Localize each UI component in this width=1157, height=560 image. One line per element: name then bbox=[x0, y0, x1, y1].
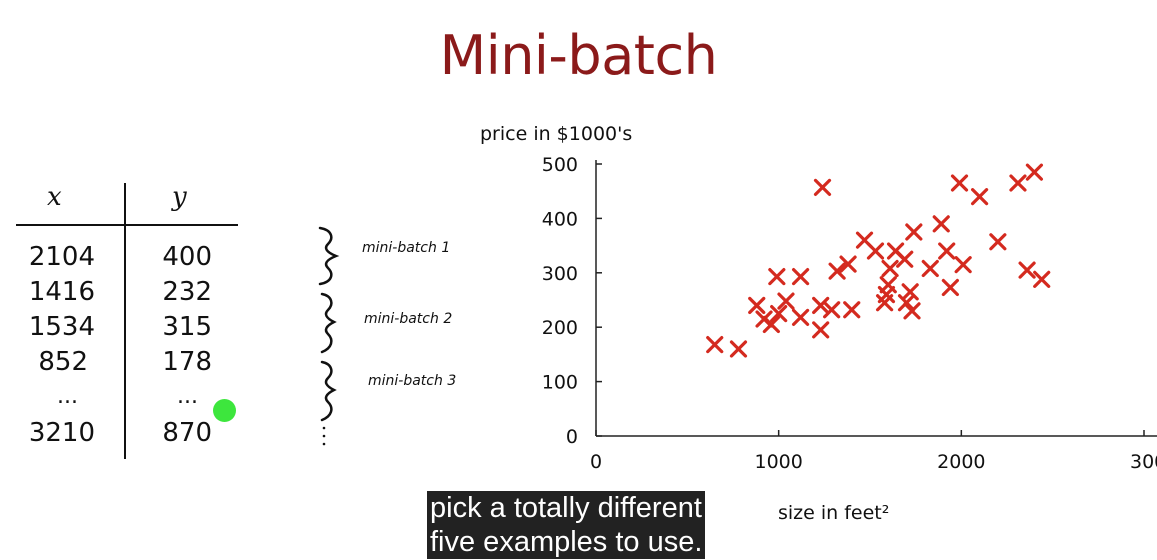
minibatch-braces bbox=[318, 226, 340, 446]
table-vertical-divider bbox=[124, 183, 126, 459]
data-point-x-marker bbox=[905, 223, 923, 241]
scatter-chart: price in $1000's size in feet² 0 100 200 30… bbox=[480, 123, 1157, 524]
table-cell-y: 870 bbox=[162, 418, 212, 448]
data-point-x-marker bbox=[954, 256, 972, 274]
data-point-x-marker bbox=[896, 250, 914, 268]
data-point-x-marker bbox=[932, 215, 950, 233]
table-cell-y: 178 bbox=[162, 347, 212, 377]
brace-3 bbox=[320, 360, 337, 422]
caption-line-1: pick a totally different bbox=[427, 491, 705, 525]
brace-2 bbox=[320, 292, 337, 354]
slide-title: Mini-batch bbox=[439, 24, 718, 87]
y-tick-label: 100 bbox=[542, 372, 578, 394]
x-tick-label: 0 bbox=[590, 451, 602, 473]
y-tick-label: 0 bbox=[566, 426, 578, 448]
data-point-x-marker bbox=[921, 259, 939, 278]
brace-1 bbox=[318, 226, 340, 286]
data-point-x-marker bbox=[903, 302, 921, 320]
data-point-x-marker bbox=[941, 278, 959, 297]
data-point-x-marker bbox=[989, 233, 1007, 251]
data-point-x-marker bbox=[879, 276, 897, 294]
data-point-x-marker bbox=[1033, 270, 1051, 288]
data-point-x-marker bbox=[791, 308, 810, 327]
x-tick-label: 2000 bbox=[937, 451, 985, 473]
data-point-x-marker bbox=[812, 296, 830, 315]
y-tick-labels: 0 100 200 300 400 500 bbox=[542, 154, 602, 448]
data-point-x-marker bbox=[770, 305, 788, 323]
data-point-x-marker bbox=[813, 178, 832, 196]
data-point-x-marker bbox=[706, 336, 724, 354]
y-tick-label: 300 bbox=[542, 263, 578, 285]
x-tick-label: 1000 bbox=[754, 451, 802, 473]
table-horizontal-divider bbox=[16, 224, 238, 226]
table-cell-ellipsis-x: ... bbox=[57, 384, 78, 409]
data-point-x-marker bbox=[866, 242, 885, 260]
cursor-highlight-dot bbox=[213, 399, 236, 422]
y-tick-label: 200 bbox=[542, 317, 578, 339]
data-point-x-marker bbox=[768, 268, 786, 286]
data-point-x-marker bbox=[777, 292, 795, 310]
data-point-x-marker bbox=[762, 315, 780, 334]
caption-line-2: five examples to use. bbox=[427, 525, 706, 559]
table-header-y: y bbox=[172, 182, 187, 212]
table-cell-y: 232 bbox=[162, 277, 212, 307]
data-point-x-marker bbox=[950, 174, 969, 192]
data-point-x-marker bbox=[791, 268, 810, 286]
data-points bbox=[706, 163, 1051, 358]
table-cell-y: 400 bbox=[162, 242, 212, 272]
table-cell-ellipsis-y: ... bbox=[177, 384, 198, 409]
table-cell-x: 2104 bbox=[28, 242, 95, 272]
data-point-x-marker bbox=[748, 296, 766, 315]
data-point-x-marker bbox=[1009, 174, 1027, 192]
data-point-x-marker bbox=[901, 283, 919, 301]
data-point-x-marker bbox=[881, 259, 899, 278]
data-point-x-marker bbox=[839, 255, 857, 273]
y-axis-label: price in $1000's bbox=[480, 123, 632, 145]
data-point-x-marker bbox=[823, 301, 841, 319]
x-tick-labels: 0 1000 2000 300 bbox=[590, 430, 1157, 473]
table-cell-x: 1416 bbox=[28, 277, 95, 307]
table-cell-x: 1534 bbox=[28, 312, 95, 342]
data-point-x-marker bbox=[938, 242, 956, 260]
chart-axes bbox=[595, 160, 1157, 437]
data-point-x-marker bbox=[812, 321, 830, 339]
table-cell-x: 3210 bbox=[28, 418, 95, 448]
data-point-x-marker bbox=[729, 340, 748, 358]
x-axis-label: size in feet² bbox=[778, 502, 889, 524]
y-tick-label: 400 bbox=[542, 208, 578, 230]
data-point-x-marker bbox=[828, 262, 846, 280]
x-tick-label: 300 bbox=[1130, 451, 1157, 473]
minibatch-label-1: mini-batch 1 bbox=[362, 240, 451, 256]
data-point-x-marker bbox=[843, 301, 861, 319]
data-point-x-marker bbox=[1025, 163, 1044, 181]
data-point-x-marker bbox=[971, 188, 989, 206]
table-cell-y: 315 bbox=[162, 312, 212, 342]
minibatch-label-3: mini-batch 3 bbox=[368, 373, 457, 389]
table-header-x: x bbox=[47, 182, 62, 212]
minibatch-label-2: mini-batch 2 bbox=[364, 311, 453, 327]
data-point-x-marker bbox=[1018, 261, 1036, 279]
table-cell-x: 852 bbox=[38, 347, 88, 377]
y-tick-label: 500 bbox=[542, 154, 578, 176]
